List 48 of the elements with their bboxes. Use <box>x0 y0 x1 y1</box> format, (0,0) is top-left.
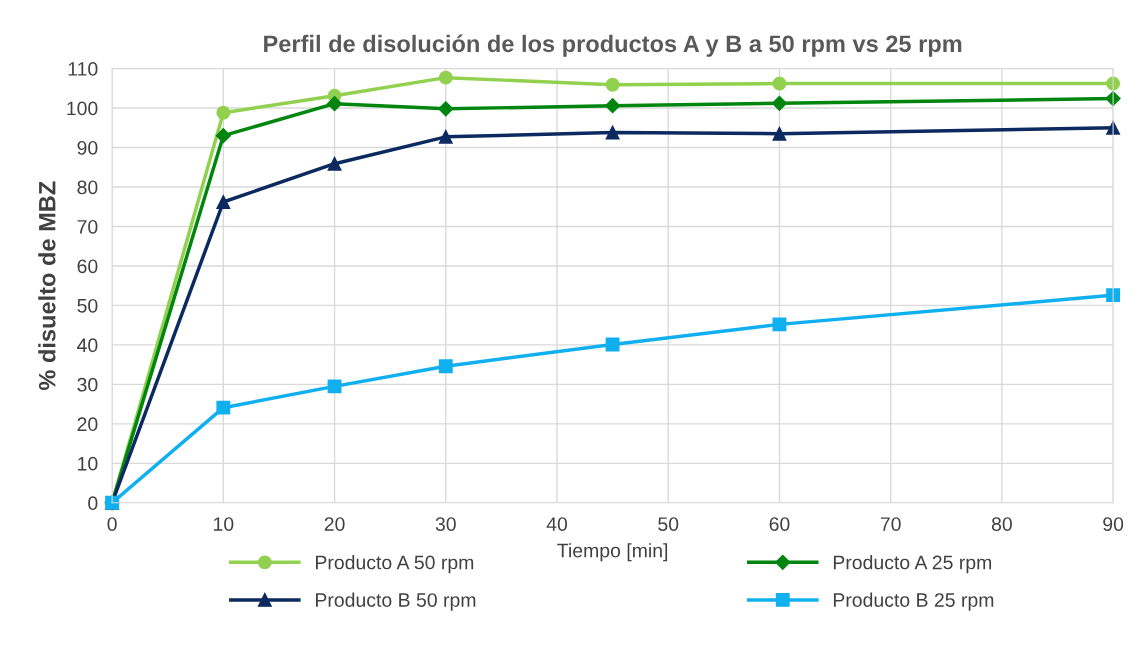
point <box>771 95 788 111</box>
y-tick-label: 20 <box>77 417 98 432</box>
point <box>605 125 620 140</box>
legend-label: Producto A 50 rpm <box>315 555 474 574</box>
x-tick-label: 70 <box>880 517 901 531</box>
legend-label: Producto B 25 rpm <box>833 592 994 611</box>
point <box>605 77 620 92</box>
point <box>605 98 621 114</box>
x-tick-label: 60 <box>769 517 790 531</box>
y-tick-label: 100 <box>67 101 98 116</box>
x-tick-label: 30 <box>435 517 456 531</box>
point <box>215 128 231 144</box>
point <box>438 101 454 117</box>
y-tick-label: 40 <box>77 338 98 353</box>
x-tick-label: 50 <box>658 517 679 531</box>
chart-title: Perfil de disolución de los productos A y B a 50 rpm vs 25 rpm <box>264 34 962 57</box>
y-tick-label: 10 <box>78 456 98 471</box>
point <box>327 156 342 171</box>
y-tick-label: 90 <box>77 140 98 155</box>
point <box>216 105 231 120</box>
legend-label: Producto A 25 rpm <box>833 555 992 574</box>
legend-label: Producto B 50 rpm <box>315 592 476 611</box>
y-tick-label: 0 <box>88 496 98 511</box>
point <box>772 317 787 332</box>
x-tick-label: 0 <box>107 517 117 531</box>
y-tick-label: 80 <box>77 180 98 195</box>
y-axis-title: % disuelto de MBZ <box>38 181 56 391</box>
point <box>605 337 620 352</box>
x-tick-label: 90 <box>1103 517 1124 531</box>
y-tick-label: 50 <box>77 298 98 313</box>
y-tick-label: 60 <box>77 259 98 274</box>
point <box>327 379 342 394</box>
point <box>772 126 787 141</box>
point <box>772 76 787 91</box>
point <box>438 70 453 85</box>
y-tick-label: 110 <box>68 62 98 76</box>
point <box>438 129 453 144</box>
point <box>438 359 453 374</box>
point <box>216 195 231 209</box>
point <box>216 400 231 415</box>
y-tick-label: 30 <box>77 377 98 392</box>
x-tick-label: 80 <box>991 517 1012 531</box>
x-tick-label: 40 <box>546 517 568 531</box>
x-axis-title: Tiempo [min] <box>557 543 668 562</box>
y-tick-label: 70 <box>77 219 98 234</box>
x-tick-label: 10 <box>214 517 234 531</box>
point <box>326 96 343 112</box>
x-tick-label: 20 <box>324 517 345 531</box>
